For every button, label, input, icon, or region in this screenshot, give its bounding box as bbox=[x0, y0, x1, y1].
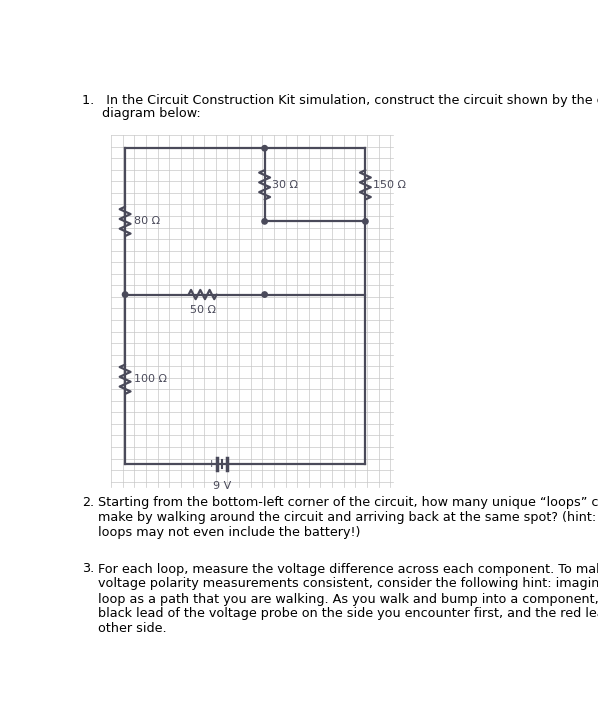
Text: Starting from the bottom-left corner of the circuit, how many unique “loops” can: Starting from the bottom-left corner of … bbox=[98, 496, 598, 539]
Text: 80 Ω: 80 Ω bbox=[135, 217, 160, 227]
Circle shape bbox=[262, 219, 267, 224]
Circle shape bbox=[262, 292, 267, 297]
Circle shape bbox=[123, 292, 128, 297]
Text: 3.: 3. bbox=[83, 562, 94, 575]
Text: 9 V: 9 V bbox=[213, 481, 231, 491]
Text: diagram below:: diagram below: bbox=[83, 107, 202, 120]
Text: 150 Ω: 150 Ω bbox=[373, 180, 406, 190]
Text: +: + bbox=[208, 459, 216, 469]
Text: 100 Ω: 100 Ω bbox=[135, 374, 167, 384]
Text: 2.: 2. bbox=[83, 496, 94, 509]
Circle shape bbox=[262, 146, 267, 151]
Text: 1.   In the Circuit Construction Kit simulation, construct the circuit shown by : 1. In the Circuit Construction Kit simul… bbox=[83, 95, 598, 108]
Text: 50 Ω: 50 Ω bbox=[190, 305, 216, 316]
Text: 30 Ω: 30 Ω bbox=[272, 180, 298, 190]
Circle shape bbox=[362, 219, 368, 224]
Text: For each loop, measure the voltage difference across each component. To make you: For each loop, measure the voltage diffe… bbox=[98, 562, 598, 635]
